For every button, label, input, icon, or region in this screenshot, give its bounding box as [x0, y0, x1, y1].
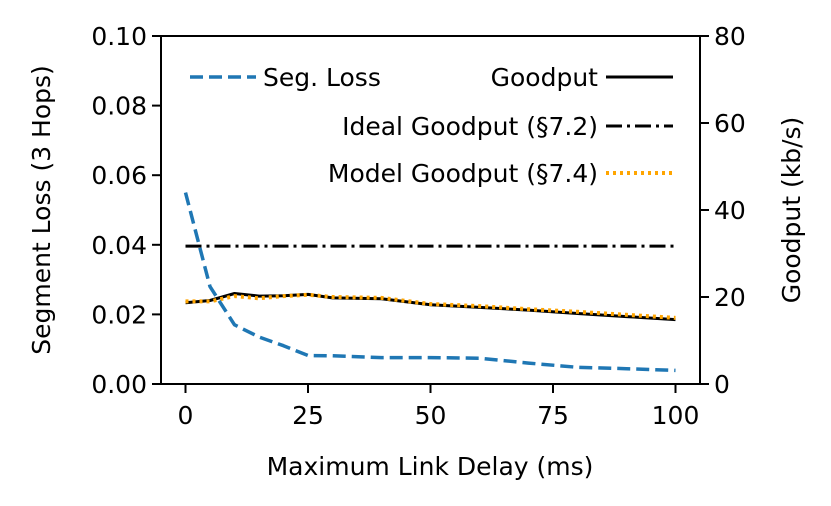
y-axis-right-title: Goodput (kb/s): [777, 117, 806, 304]
x-tick-label: 75: [537, 401, 569, 430]
legend-label-ideal-goodput: Ideal Goodput (§7.2): [342, 112, 598, 141]
y-axis-left: 0.00 0.02 0.04 0.06 0.08 0.10: [91, 22, 161, 399]
plot-series: [183, 192, 676, 373]
y-right-tick-label: 20: [714, 283, 746, 312]
x-tick-label: 100: [652, 401, 700, 430]
y-left-tick-label: 0.06: [91, 161, 147, 190]
y-right-tick-label: 0: [714, 370, 730, 399]
x-axis: 0 25 50 75 100: [178, 384, 700, 430]
series-line-goodput: [185, 292, 676, 322]
legend-label-model-goodput: Model Goodput (§7.4): [328, 159, 598, 188]
legend-label-seg-loss: Seg. Loss: [263, 63, 381, 92]
y-left-tick-label: 0.00: [91, 370, 147, 399]
series-line-seg-loss: [183, 192, 676, 373]
y-left-tick-label: 0.10: [91, 22, 147, 51]
y-left-tick-label: 0.08: [91, 92, 147, 121]
x-axis-title: Maximum Link Delay (ms): [267, 452, 594, 481]
y-left-tick-label: 0.04: [91, 231, 147, 260]
y-left-tick-label: 0.02: [91, 300, 147, 329]
x-tick-label: 50: [415, 401, 447, 430]
x-tick-label: 25: [292, 401, 324, 430]
legend: Seg. Loss Goodput Ideal Goodput (§7.2) M…: [190, 63, 673, 188]
plot-frame: [160, 35, 701, 385]
series-line-model-goodput-7-4: [185, 292, 676, 320]
x-tick-label: 0: [178, 401, 194, 430]
y-axis-left-title: Segment Loss (3 Hops): [27, 65, 56, 355]
y-axis-right: 0 20 40 60 80: [700, 22, 746, 399]
y-right-tick-label: 80: [714, 22, 746, 51]
y-right-tick-label: 40: [714, 196, 746, 225]
legend-label-goodput: Goodput: [491, 63, 599, 92]
y-right-tick-label: 60: [714, 109, 746, 138]
